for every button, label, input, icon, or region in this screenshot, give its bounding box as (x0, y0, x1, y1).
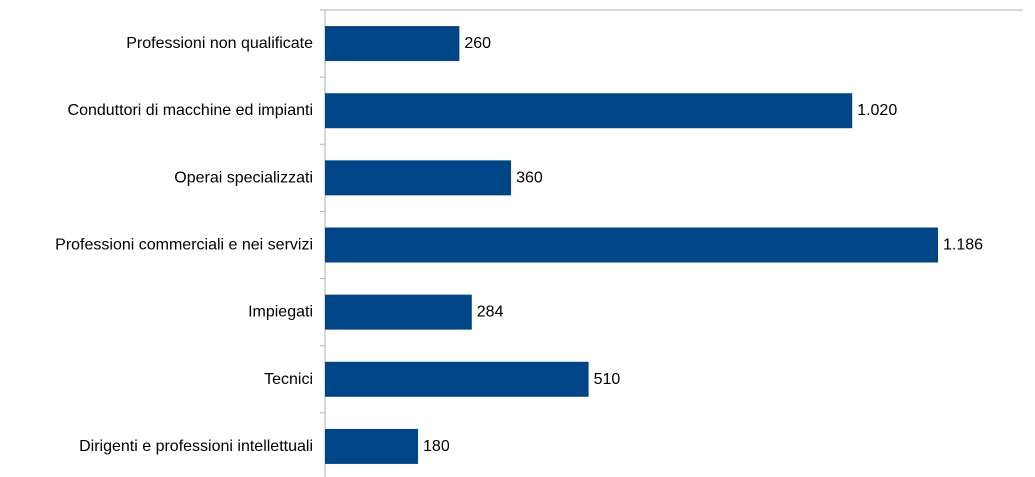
labels-layer: Professioni non qualificate 260 Conduttori… (55, 35, 983, 455)
category-label: Tecnici (264, 371, 313, 388)
value-label: 260 (464, 35, 491, 52)
value-label: 510 (594, 371, 621, 388)
category-label: Professioni commerciali e nei servizi (55, 237, 313, 254)
bar (325, 26, 460, 62)
bar (325, 160, 512, 196)
bar (325, 361, 589, 397)
category-label: Dirigenti e professioni intellettuali (79, 438, 313, 455)
value-label: 1.020 (857, 102, 897, 119)
category-label: Impiegati (248, 304, 313, 321)
value-label: 1.186 (943, 237, 983, 254)
category-label: Operai specializzati (174, 169, 313, 186)
value-label: 284 (477, 304, 504, 321)
category-label: Conduttori di macchine ed impianti (68, 102, 313, 119)
value-label: 360 (516, 169, 543, 186)
bar (325, 93, 853, 129)
bar (325, 294, 472, 330)
category-label: Professioni non qualificate (126, 35, 313, 52)
value-label: 180 (423, 438, 450, 455)
bar (325, 428, 419, 464)
bar (325, 227, 938, 263)
bars-layer (325, 26, 938, 464)
